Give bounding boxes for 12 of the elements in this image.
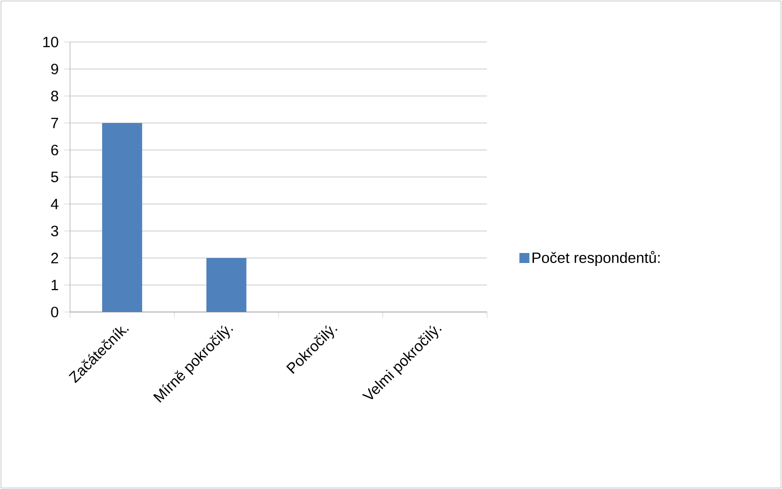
y-tick-label: 4 — [50, 198, 58, 210]
y-tick-label: 9 — [51, 64, 58, 74]
y-tick-label: 7 — [51, 118, 58, 128]
y-tick-label: 0 — [51, 306, 58, 318]
y-tick-label: 6 — [51, 144, 58, 156]
y-tick-label: 10 — [43, 36, 58, 48]
y-tick-label: 1 — [52, 280, 58, 290]
legend-label: Počet respondentů: — [532, 250, 660, 266]
y-tick-label: 3 — [51, 226, 58, 236]
y-tick-label: 5 — [51, 172, 58, 182]
y-tick-label: 8 — [51, 90, 58, 102]
y-tick-label: 2 — [51, 252, 58, 264]
